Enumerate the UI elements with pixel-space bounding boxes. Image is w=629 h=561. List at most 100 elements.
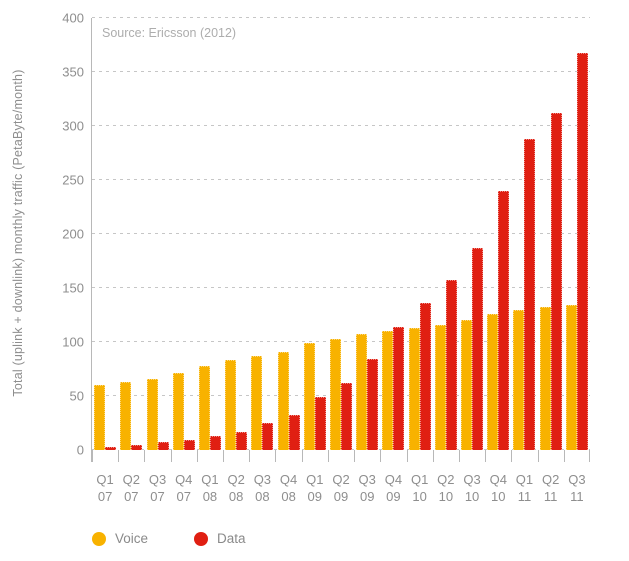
y-tick-label-50: 50 — [69, 388, 84, 404]
voice-bar-Q2-11 — [539, 307, 551, 450]
voice-bar-Q2-10 — [434, 324, 446, 450]
y-tick-label-200: 200 — [62, 226, 84, 242]
x-axis-tick-labels: Q1 07 Q2 07 Q3 07 Q4 07 Q1 08 Q2 08 Q3 08 Q4 08… — [92, 471, 590, 505]
x-tick-label-Q4-09: Q4 09 — [384, 472, 403, 504]
bar-group-Q3-11 — [564, 18, 590, 450]
gridline-150 — [92, 287, 590, 288]
voice-bar-Q2-09 — [329, 338, 341, 450]
legend-item-voice: Voice — [92, 531, 148, 546]
data-bar-Q1-11 — [524, 138, 536, 450]
x-axis-tick — [432, 450, 434, 462]
legend-label-data: Data — [217, 531, 246, 546]
gridline-300 — [92, 125, 590, 126]
x-axis-tick — [485, 450, 487, 462]
y-axis-tick-labels: 0 50 100 150 200 250 300 350 400 — [0, 11, 84, 458]
y-tick-label-150: 150 — [62, 280, 84, 296]
data-bar-Q4-09 — [393, 326, 405, 450]
x-axis-tick — [563, 450, 565, 462]
x-tick-label-Q3-07: Q3 07 — [148, 472, 167, 504]
x-tick-label-Q1-09: Q1 09 — [306, 472, 324, 504]
data-bar-Q4-10 — [498, 190, 510, 450]
y-tick-label-400: 400 — [62, 10, 84, 26]
bar-group-Q1-08 — [197, 18, 223, 450]
bar-group-Q1-09 — [302, 18, 328, 450]
data-bar-Q2-08 — [236, 431, 248, 450]
x-tick-label-Q2-10: Q2 10 — [437, 472, 455, 504]
data-bar-Q2-09 — [340, 383, 352, 450]
x-axis-tick — [275, 450, 277, 462]
x-axis-ticks — [92, 450, 590, 462]
voice-bar-Q3-08 — [251, 356, 263, 450]
bar-group-Q1-07 — [92, 18, 118, 450]
voice-bar-Q1-08 — [198, 365, 210, 450]
legend-label-voice: Voice — [115, 531, 149, 546]
bar-group-Q1-10 — [407, 18, 433, 450]
x-axis-tick — [223, 450, 225, 462]
x-tick-label-Q3-08: Q3 08 — [253, 472, 272, 504]
x-axis-tick — [354, 450, 356, 462]
x-axis-tick — [380, 450, 382, 462]
data-bar-Q1-08 — [209, 435, 221, 450]
data-bar-Q2-11 — [550, 113, 562, 450]
data-bar-Q2-07 — [131, 444, 143, 450]
bar-group-Q2-10 — [433, 18, 459, 450]
x-tick-label-Q1-08: Q1 08 — [201, 472, 219, 504]
voice-bar-Q4-07 — [172, 373, 184, 450]
gridline-350 — [92, 71, 590, 72]
bar-group-Q3-10 — [459, 18, 485, 450]
legend-item-data: Data — [194, 531, 246, 546]
x-axis-tick — [458, 450, 460, 462]
y-tick-label-350: 350 — [62, 64, 84, 80]
x-tick-label-Q1-11: Q1 11 — [515, 472, 534, 504]
source-note: Source: Ericsson (2012) — [102, 26, 237, 40]
voice-bar-Q1-10 — [408, 327, 420, 450]
data-bar-Q3-09 — [367, 359, 379, 450]
voice-bar-Q3-11 — [565, 305, 577, 450]
plot-area: Source: Ericsson (2012) — [92, 17, 590, 450]
x-axis-tick — [144, 450, 146, 462]
bar-group-Q2-07 — [118, 18, 144, 450]
x-axis-tick — [589, 450, 590, 462]
x-tick-label-Q2-11: Q2 11 — [542, 472, 560, 504]
voice-bar-Q1-11 — [513, 309, 525, 450]
x-axis-tick — [118, 450, 120, 462]
voice-bar-Q4-08 — [277, 351, 289, 450]
gridline-250 — [92, 179, 590, 180]
x-tick-label-Q1-07: Q1 07 — [96, 472, 114, 504]
voice-bar-Q1-07 — [94, 385, 106, 450]
gridline-200 — [92, 233, 590, 234]
data-bar-Q3-10 — [472, 248, 484, 450]
x-tick-label-Q2-08: Q2 08 — [227, 472, 245, 504]
data-bar-Q1-09 — [314, 397, 326, 450]
voice-bar-Q4-10 — [487, 313, 499, 450]
bar-group-Q2-09 — [328, 18, 354, 450]
data-bar-Q4-08 — [288, 415, 300, 450]
bar-group-Q4-08 — [275, 18, 301, 450]
x-axis-tick — [92, 450, 93, 462]
y-tick-label-250: 250 — [62, 172, 84, 188]
gridline-100 — [92, 341, 590, 342]
x-axis-tick — [249, 450, 251, 462]
voice-bar-Q3-07 — [146, 378, 158, 450]
x-tick-label-Q1-10: Q1 10 — [410, 472, 429, 504]
legend: Voice Data — [92, 531, 246, 546]
data-bar-Q3-07 — [157, 442, 169, 450]
voice-bar-Q3-10 — [461, 320, 473, 450]
y-tick-label-300: 300 — [62, 118, 84, 134]
bar-group-Q4-07 — [171, 18, 197, 450]
bar-group-Q4-10 — [485, 18, 511, 450]
x-axis-tick — [196, 450, 198, 462]
y-axis-line — [91, 18, 92, 462]
bar-group-Q1-11 — [511, 18, 537, 450]
data-bar-Q4-07 — [183, 440, 195, 450]
data-bar-Q1-07 — [105, 446, 117, 450]
bar-group-Q4-09 — [380, 18, 406, 450]
x-tick-label-Q2-07: Q2 07 — [122, 472, 140, 504]
x-axis-tick — [537, 450, 539, 462]
bar-group-Q3-09 — [354, 18, 380, 450]
data-bar-Q1-10 — [419, 303, 431, 450]
voice-legend-dot-icon — [92, 531, 106, 546]
bar-group-Q3-08 — [249, 18, 275, 450]
voice-bar-Q2-07 — [120, 381, 132, 450]
